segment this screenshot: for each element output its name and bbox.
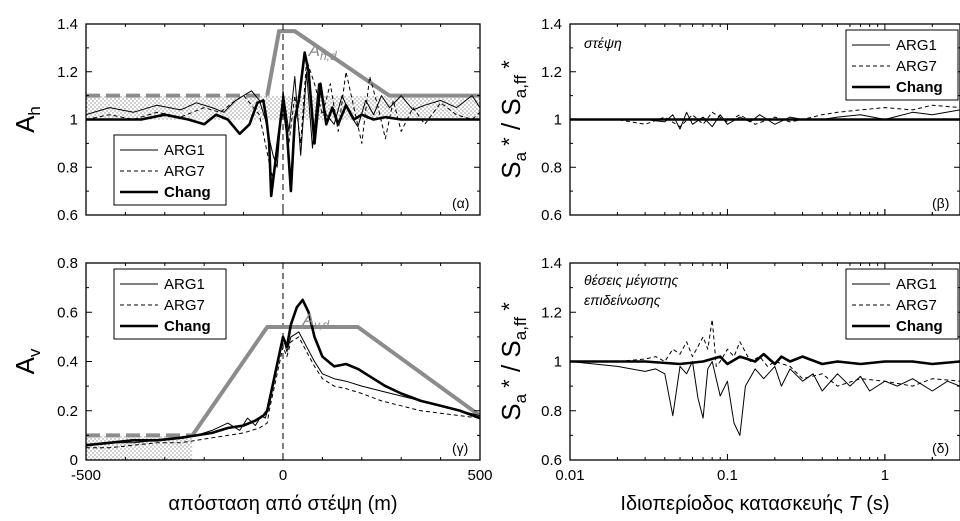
plot-area-d: [570, 319, 960, 436]
y-axis-label: Ah: [10, 106, 44, 133]
legend-label: ARG1: [896, 276, 937, 293]
legend: ARG1 ARG7 Chang: [113, 134, 227, 206]
y-tick-label: 1.4: [57, 16, 78, 33]
y-tick-label: 1.4: [541, 255, 562, 272]
y-tick-label: 1: [554, 112, 562, 129]
legend-label: Chang: [164, 318, 211, 335]
x-axis-label: Ιδιοπερίοδος κατασκευής T (s): [620, 493, 889, 515]
series-chang: [86, 51, 480, 198]
x-tick-label: 0.1: [717, 467, 738, 484]
y-tick-label: 1.2: [57, 64, 78, 81]
x-axis-label: απόσταση από στέψη (m): [168, 493, 397, 515]
y-tick-label: 0.2: [57, 403, 78, 420]
series-arg7: [570, 319, 960, 387]
series-arg7: [86, 336, 480, 449]
legend: ARG1 ARG7 Chang: [845, 29, 959, 101]
panel-a: 0.6 0.8 1 1.2 1.4 (α) Ah Ah,d ARG1 ARG7 Chang: [10, 16, 481, 224]
envelope-line: [265, 29, 480, 98]
legend-box: [113, 268, 227, 340]
legend-label: ARG1: [164, 276, 205, 293]
x-tick-label: -500: [71, 467, 101, 484]
legend-box: [845, 29, 959, 101]
y-tick-label: 0.8: [541, 403, 562, 420]
envelope-label: Ah,d: [308, 41, 337, 63]
y-tick-label: 0.8: [57, 255, 78, 272]
legend-label: ARG7: [164, 163, 205, 180]
series-arg7: [570, 104, 960, 128]
annotation: στέψη: [584, 35, 622, 51]
legend-label: ARG7: [896, 297, 937, 314]
x-tick-label: 500: [467, 467, 492, 484]
y-tick-label: 0.6: [541, 207, 562, 224]
y-axis-label: Sa * / Sa,ff *: [496, 302, 530, 421]
y-axis-label: Av: [10, 348, 44, 374]
panel-d: 0.6 0.8 1 1.2 1.4 0.01 0.1 1 (δ) Sa * / Sa,ff * Ιδ…: [496, 255, 960, 515]
panel-b: 0.60.811.21.4(β)Sa * / Sa,ff *στέψη ARG1A…: [496, 16, 960, 224]
plot-area-b: [570, 104, 960, 130]
series-arg1: [570, 109, 960, 130]
legend-label: ARG7: [896, 58, 937, 75]
legend-box: [845, 268, 959, 340]
annotation: θέσεις μέγιστης: [584, 272, 679, 288]
legend-label: ARG7: [164, 297, 205, 314]
series-arg1: [570, 361, 960, 436]
legend-label: ARG1: [896, 37, 937, 54]
legend: ARG1 ARG7 Chang: [113, 268, 227, 340]
y-tick-label: 1.2: [541, 304, 562, 321]
legend-label: Chang: [896, 318, 943, 335]
series-arg7: [86, 59, 480, 180]
legend-box: [113, 134, 227, 206]
panel-label: (β): [932, 195, 949, 211]
y-tick-label: 0.8: [541, 159, 562, 176]
panel-label: (α): [452, 195, 469, 211]
x-tick-label: 0.01: [555, 467, 584, 484]
series-arg1: [86, 71, 480, 168]
y-tick-label: 0.6: [57, 304, 78, 321]
legend-label: ARG1: [164, 142, 205, 159]
y-tick-label: 1.4: [541, 16, 562, 33]
x-tick-label: 1: [881, 467, 889, 484]
legend: ARG1 ARG7 Chang: [845, 268, 959, 340]
panel-label: (δ): [932, 440, 949, 456]
y-tick-label: 1: [554, 354, 562, 371]
plot-area-a: [86, 24, 480, 215]
legend-label: Chang: [896, 79, 943, 96]
y-tick-label: 0.8: [57, 159, 78, 176]
y-tick-label: 1.2: [541, 64, 562, 81]
annotation: επιδείνωσης: [584, 292, 661, 308]
y-tick-label: 1: [70, 112, 78, 129]
y-tick-label: 0.6: [541, 452, 562, 469]
legend-label: Chang: [164, 184, 211, 201]
envelope-label: Av,d: [302, 310, 330, 332]
y-tick-label: 0: [70, 452, 78, 469]
y-tick-label: 0.6: [57, 207, 78, 224]
x-tick-label: 0: [279, 467, 287, 484]
series-chang: [86, 298, 480, 447]
y-axis-label: Sa * / Sa,ff *: [496, 60, 530, 179]
series-chang: [570, 352, 960, 366]
plot-area-c: [86, 263, 480, 460]
y-tick-label: 0.4: [57, 354, 78, 371]
panel-label: (γ): [452, 440, 468, 456]
envelope-line: [190, 325, 480, 437]
